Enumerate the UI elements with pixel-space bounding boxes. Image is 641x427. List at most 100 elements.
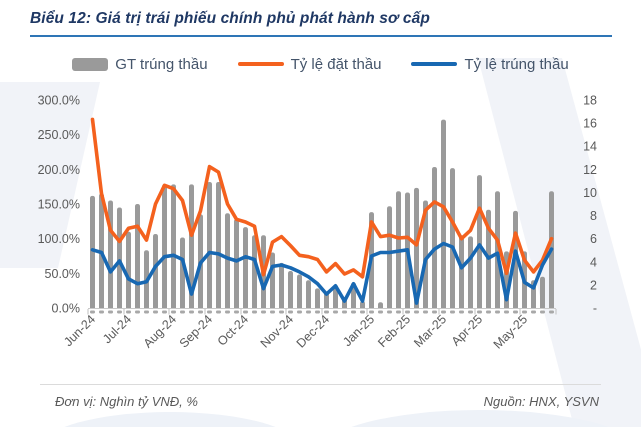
bar-week-27 <box>324 291 329 308</box>
bar-week-4 <box>117 207 122 308</box>
x-minor-tick <box>432 310 437 314</box>
x-minor-tick <box>189 310 194 314</box>
x-axis-month-label: Mar-25 <box>411 312 449 350</box>
x-minor-tick <box>396 310 401 314</box>
x-minor-tick <box>288 310 293 314</box>
x-minor-tick <box>180 310 185 314</box>
x-minor-tick <box>369 310 374 314</box>
bar-week-34 <box>387 206 392 308</box>
bar-week-33 <box>378 302 383 308</box>
source-note: Nguồn: HNX, YSVN <box>483 394 599 409</box>
x-minor-tick <box>423 310 428 314</box>
x-minor-tick <box>387 310 392 314</box>
legend-item-bid-ratio: Tỷ lệ đặt thầu <box>237 56 381 73</box>
x-minor-tick <box>144 310 149 314</box>
x-minor-tick <box>162 310 167 314</box>
legend-item-bar-series: GT trúng thầu <box>72 55 208 73</box>
x-minor-tick <box>198 310 203 314</box>
x-minor-tick <box>351 310 356 314</box>
left-axis-tick-label: 300.0% <box>38 94 80 108</box>
x-minor-tick <box>486 310 491 314</box>
x-minor-tick <box>90 310 95 314</box>
bar-week-16 <box>225 213 230 308</box>
x-minor-tick <box>270 310 275 314</box>
left-axis-tick-label: 0.0% <box>52 302 81 316</box>
legend-label: Tỷ lệ trúng thầu <box>464 55 569 73</box>
x-minor-tick <box>378 310 383 314</box>
bar-week-21 <box>270 252 275 308</box>
watermark-right-band <box>478 58 641 427</box>
bar-week-25 <box>306 280 311 308</box>
x-axis-month-label: Nov-24 <box>258 312 296 350</box>
x-minor-tick <box>99 310 104 314</box>
bar-week-5 <box>126 231 131 308</box>
x-minor-tick <box>279 310 284 314</box>
bar-week-10 <box>171 184 176 308</box>
x-minor-tick <box>315 310 320 314</box>
x-minor-tick <box>135 310 140 314</box>
chart-legend: GT trúng thầu Tỷ lệ đặt thầu Tỷ lệ trúng… <box>0 53 641 75</box>
x-minor-tick <box>243 310 248 314</box>
bar-week-40 <box>441 119 446 309</box>
x-minor-tick <box>513 310 518 314</box>
right-axis-tick-label: 8 <box>590 209 597 223</box>
x-minor-tick <box>153 310 158 314</box>
x-axis-month-label: Jul-24 <box>100 312 134 346</box>
chart-title: Biểu 12: Giá trị trái phiếu chính phủ ph… <box>30 10 430 27</box>
x-minor-tick <box>531 310 536 314</box>
bar-week-44 <box>477 175 482 308</box>
x-minor-tick <box>216 310 221 314</box>
bar-week-6 <box>135 204 140 308</box>
x-minor-tick <box>117 310 122 314</box>
x-minor-tick <box>333 310 338 314</box>
x-axis-month-label: Jan-25 <box>340 312 377 349</box>
bar-week-12 <box>189 184 194 308</box>
left-axis-tick-label: 150.0% <box>38 198 80 212</box>
x-minor-tick <box>504 310 509 314</box>
legend-item-award-ratio: Tỷ lệ trúng thầu <box>411 55 569 73</box>
bar-week-37 <box>414 187 419 308</box>
x-minor-tick <box>252 310 257 314</box>
watermark-bottom-right-blob <box>351 410 609 427</box>
x-axis-month-label: Dec-24 <box>294 312 332 350</box>
left-axis-tick-label: 50.0% <box>45 267 80 281</box>
right-axis-tick-label: 4 <box>590 255 597 269</box>
bar-week-46 <box>495 191 500 308</box>
x-minor-tick <box>468 310 473 314</box>
left-axis-tick-label: 200.0% <box>38 163 80 177</box>
bar-swatch-icon <box>72 57 109 71</box>
x-axis-month-label: Sep-24 <box>177 312 215 350</box>
watermark-bottom-left-blob <box>64 412 276 427</box>
x-minor-tick <box>342 310 347 314</box>
award-ratio-line <box>90 241 554 305</box>
bar-week-11 <box>180 237 185 308</box>
left-axis-tick-label: 100.0% <box>38 232 80 246</box>
bar-week-26 <box>315 288 320 308</box>
unit-note: Đơn vị: Nghìn tỷ VNĐ, % <box>55 394 198 409</box>
right-axis-tick-label: 2 <box>590 278 597 292</box>
x-minor-tick <box>360 310 365 314</box>
title-underline <box>30 35 612 37</box>
bar-week-19 <box>252 235 257 308</box>
x-minor-tick <box>522 310 527 314</box>
x-minor-tick <box>459 310 464 314</box>
left-axis-tick-label: 250.0% <box>38 128 80 142</box>
x-axis-month-label: Aug-24 <box>141 312 179 350</box>
x-axis-month-label: Apr-25 <box>449 312 485 348</box>
bar-week-41 <box>450 168 455 308</box>
right-axis-tick-label: 12 <box>583 163 597 177</box>
chart-footer: Đơn vị: Nghìn tỷ VNĐ, % Nguồn: HNX, YSVN <box>40 384 601 409</box>
bar-week-42 <box>459 235 464 308</box>
right-axis-tick-label: 18 <box>583 94 597 108</box>
x-minor-tick <box>414 310 419 314</box>
x-minor-tick <box>225 310 230 314</box>
right-axis-tick-label: 14 <box>583 140 597 154</box>
legend-label: GT trúng thầu <box>115 55 208 73</box>
x-minor-tick <box>540 310 545 314</box>
x-minor-tick <box>261 310 266 314</box>
bar-week-51 <box>540 276 545 308</box>
x-minor-tick <box>108 310 113 314</box>
blue-line-swatch-icon <box>411 61 458 67</box>
x-minor-tick <box>171 310 176 314</box>
